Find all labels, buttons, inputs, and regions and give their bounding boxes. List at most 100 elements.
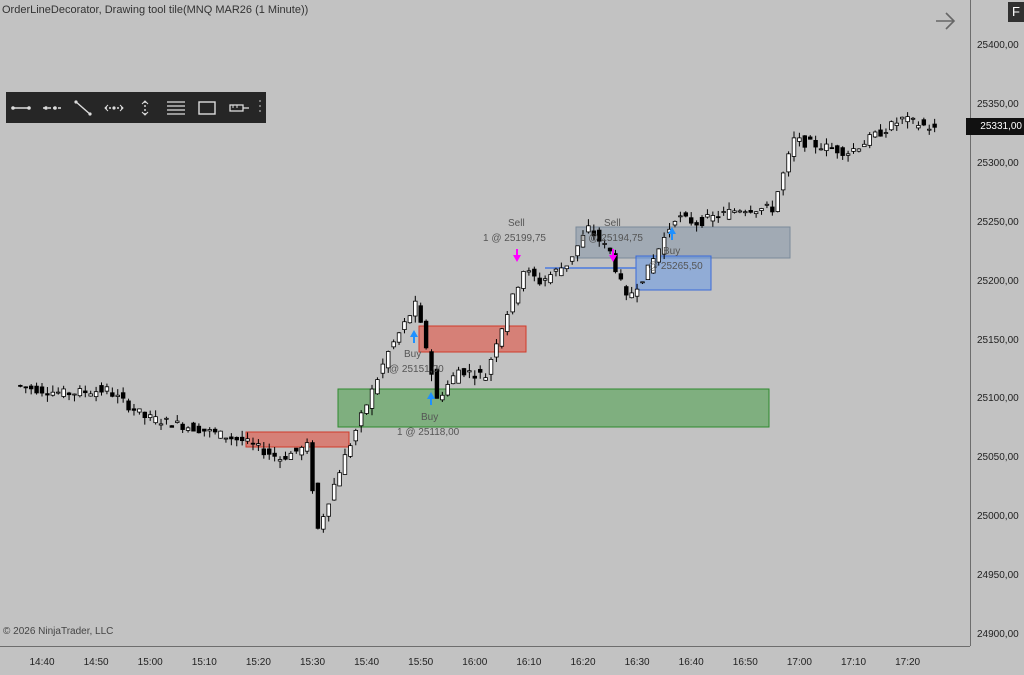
candle-body <box>840 147 845 156</box>
line-tool[interactable] <box>8 97 34 119</box>
candle-body <box>88 393 93 397</box>
ray-tool[interactable] <box>39 97 65 119</box>
chart-title: OrderLineDecorator, Drawing tool tile(MN… <box>2 4 309 16</box>
candle-body <box>867 134 872 146</box>
candle-body <box>905 116 910 123</box>
f-tab[interactable]: F <box>1008 2 1024 22</box>
candle-body <box>629 292 634 299</box>
candle-body <box>651 258 656 274</box>
toolbar-drag-handle[interactable] <box>257 97 263 119</box>
buy-zone-large[interactable] <box>337 388 770 428</box>
candle-body <box>586 225 591 233</box>
candle-body <box>645 264 651 281</box>
candle-body <box>483 377 488 381</box>
candle-body <box>304 442 310 452</box>
candle-body <box>748 210 753 213</box>
order-label-buy-2: Buy <box>404 349 422 360</box>
candle-body <box>872 131 878 138</box>
candle-body <box>342 454 348 475</box>
price-plot[interactable] <box>0 0 970 646</box>
candle-body <box>710 215 716 222</box>
candle-body <box>916 125 921 129</box>
time-tick: 16:30 <box>624 657 650 668</box>
candle-body <box>142 411 147 419</box>
candle-body <box>402 321 407 330</box>
candle-body <box>597 229 602 242</box>
candle-body <box>66 392 72 396</box>
time-tick: 16:00 <box>462 657 488 668</box>
candle-body <box>380 363 386 374</box>
candle-body <box>472 375 477 379</box>
candle-body <box>115 394 120 397</box>
vertical-line-tool[interactable] <box>132 97 158 119</box>
candle-body <box>753 211 759 215</box>
candle-body <box>705 214 710 218</box>
candle-body <box>456 369 461 384</box>
copyright-text: © 2026 NinjaTrader, LLC <box>3 626 114 637</box>
buy-arrow-icon <box>410 330 418 343</box>
candle-body <box>56 391 61 394</box>
candle-body <box>851 148 856 152</box>
fibonacci-tool[interactable] <box>163 97 189 119</box>
candle-body <box>93 391 99 398</box>
candle-body <box>147 414 153 418</box>
candle-body <box>310 442 315 492</box>
candle-body <box>494 343 499 358</box>
time-tick: 15:20 <box>245 657 271 668</box>
candle-body <box>780 172 786 191</box>
price-tick: 25000,00 <box>977 511 1019 523</box>
price-tick: 25100,00 <box>977 393 1019 405</box>
candle-body <box>607 247 613 252</box>
horizontal-line-tool[interactable] <box>101 97 127 119</box>
time-tick: 16:50 <box>732 657 758 668</box>
candle-body <box>678 215 683 218</box>
price-tick: 25200,00 <box>977 275 1019 287</box>
candle-body <box>591 230 597 236</box>
candle-body <box>369 388 375 409</box>
candle-body <box>131 408 137 411</box>
candle-body <box>207 429 212 432</box>
order-label-buy-1: Buy <box>421 412 439 423</box>
candle-body <box>18 384 23 387</box>
sell-zone-left[interactable] <box>245 431 350 448</box>
price-tick: 24900,00 <box>977 629 1019 640</box>
candle-body <box>283 456 288 460</box>
candle-body <box>256 443 261 446</box>
candle-body <box>77 388 83 397</box>
candle-body <box>223 437 229 440</box>
time-tick: 16:40 <box>678 657 704 668</box>
time-tick: 15:00 <box>137 657 163 668</box>
candle-body <box>889 121 894 131</box>
candle-body <box>28 385 34 390</box>
vertical-line-icon <box>141 100 149 116</box>
candle-body <box>348 445 353 457</box>
rectangle-tool[interactable] <box>194 97 220 119</box>
candle-body <box>656 248 661 263</box>
candle-body <box>239 436 245 442</box>
ruler-tool[interactable] <box>225 97 251 119</box>
candle-body <box>104 386 110 392</box>
candle-body <box>813 140 818 148</box>
arrow-right-icon[interactable] <box>934 10 956 32</box>
time-tick: 14:40 <box>29 657 55 668</box>
candle-body <box>39 386 45 394</box>
sell-zone-mid[interactable] <box>418 325 527 353</box>
candle-body <box>386 351 391 369</box>
candle-body <box>694 222 699 226</box>
price-axis[interactable]: 25400,00 25350,00 25300,00 25250,00 25200,00… <box>970 0 1024 646</box>
candle-body <box>331 483 337 501</box>
candle-body <box>164 417 169 420</box>
chart-panel[interactable]: OrderLineDecorator, Drawing tool tile(MN… <box>0 0 970 646</box>
candle-body <box>450 375 456 385</box>
time-axis[interactable]: 14:40 14:50 15:00 15:10 15:20 15:30 15:40 15:50… <box>0 646 970 675</box>
candle-body <box>532 268 537 277</box>
diagonal-line-tool[interactable] <box>70 97 96 119</box>
price-tick: 24950,00 <box>977 570 1019 582</box>
candle-body <box>72 393 77 396</box>
candle-body <box>321 516 326 530</box>
buy-arrow-icon <box>668 227 676 240</box>
candle-body <box>413 300 418 317</box>
time-tick: 15:30 <box>299 657 326 668</box>
time-tick: 16:10 <box>516 657 542 668</box>
candle-body <box>120 392 126 399</box>
